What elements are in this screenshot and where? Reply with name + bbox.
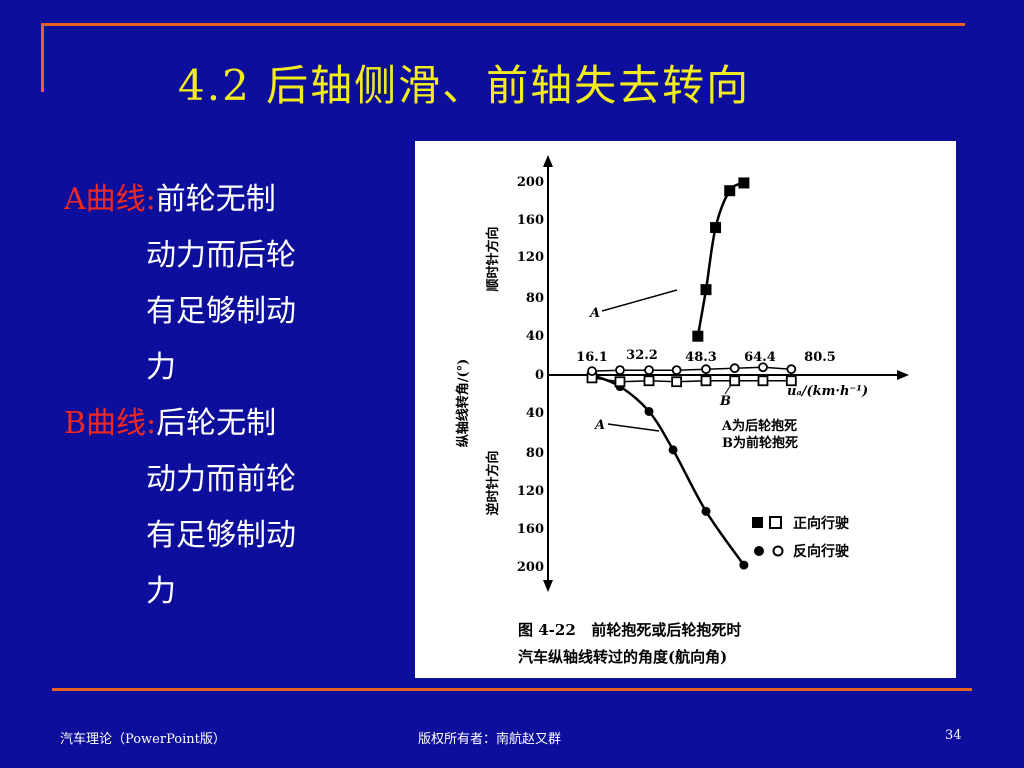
- bullet-b: B曲线:后轮无制 动力而前轮 有足够制动 力: [64, 396, 364, 620]
- y-axis-label: 纵轴线转角/(°): [455, 359, 471, 448]
- y-tick-40-up: 40: [526, 329, 544, 344]
- footer-copyright: 版权所有者：南航赵又群: [418, 732, 562, 747]
- x-tick-80-5: 80.5: [804, 350, 836, 365]
- curve-label-a-upper: A: [588, 306, 600, 321]
- bullet-a-text: 前轮无制: [155, 182, 276, 217]
- decorative-top-line: [41, 23, 965, 26]
- x-tick-16-1: 16.1: [576, 350, 608, 365]
- legend-forward-open-square: [769, 516, 782, 529]
- y-tick-200-down: 200: [517, 560, 544, 575]
- curve-label-b: B: [719, 394, 731, 409]
- y-axis-arrow-up: [543, 155, 553, 167]
- y-tick-80-up: 80: [526, 291, 544, 306]
- bullet-a-cont-1: 动力而后轮: [146, 238, 296, 273]
- data-point-0-3: [724, 185, 736, 197]
- legend-reverse-text: 反向行驶: [793, 543, 849, 560]
- data-point-3-1: [615, 365, 625, 376]
- data-point-2-2: [643, 375, 655, 387]
- x-axis-label: uₐ/(km·h⁻¹): [787, 384, 868, 399]
- curve-label-a-lower: A: [593, 418, 605, 433]
- data-point-2-4: [700, 375, 712, 387]
- data-point-2-1: [614, 376, 626, 388]
- bullet-b-cont-3: 力: [146, 574, 176, 609]
- footer-course-title: 汽车理论（PowerPoint版）: [60, 732, 226, 747]
- data-point-2-5: [729, 375, 741, 387]
- series-line-0: [696, 181, 745, 337]
- caption-line-1: 图 4-22 前轮抱死或后轮抱死时: [518, 621, 741, 639]
- bullet-a-label: A曲线:: [64, 182, 156, 217]
- data-point-1-5: [739, 560, 749, 570]
- y-tick-80-down: 80: [526, 446, 544, 461]
- footer-page-number: 34: [945, 728, 962, 743]
- y-tick-160-up: 160: [517, 213, 544, 228]
- curve-label-a-lower-leader: [607, 423, 660, 432]
- y-tick-zero: 0: [535, 368, 544, 383]
- y-tick-200-up: 200: [517, 175, 544, 190]
- data-point-2-3: [671, 376, 683, 388]
- data-point-1-4: [701, 506, 711, 516]
- bullet-b-text: 后轮无制: [156, 406, 277, 441]
- data-point-3-0: [587, 366, 597, 377]
- legend-reverse-open-circle: [772, 545, 784, 557]
- data-point-3-2: [644, 365, 654, 376]
- data-point-2-7: [785, 375, 797, 387]
- y-tick-120-down: 120: [517, 484, 544, 499]
- data-point-0-1: [700, 284, 712, 296]
- decorative-bottom-line: [52, 688, 972, 691]
- legend-forward-text: 正向行驶: [793, 515, 849, 532]
- lower-direction-label: 逆时针方向: [485, 450, 501, 515]
- curve-label-a-upper-leader: [601, 289, 678, 312]
- legend-reverse-filled-circle: [754, 546, 764, 556]
- data-point-3-7: [786, 364, 797, 375]
- decorative-vertical-line: [41, 26, 44, 92]
- bullet-a-cont-2: 有足够制动: [146, 294, 296, 329]
- data-point-1-2: [644, 406, 654, 416]
- bullet-list: A曲线:前轮无制 动力而后轮 有足够制动 力 B曲线:后轮无制 动力而前轮 有足…: [64, 172, 364, 620]
- bullet-b-label: B曲线:: [64, 406, 157, 441]
- y-tick-40-down: 40: [526, 406, 544, 421]
- figure-image: 纵轴线转角/(°) 顺时针方向 逆时针方向 200 160 120 80 40 …: [415, 141, 956, 678]
- data-point-0-4: [738, 177, 750, 189]
- chart-svg: 纵轴线转角/(°) 顺时针方向 逆时针方向 200 160 120 80 40 …: [455, 155, 909, 666]
- data-point-0-0: [692, 330, 704, 342]
- bullet-b-cont-1: 动力而前轮: [146, 462, 296, 497]
- legend-forward-filled-square: [752, 517, 763, 528]
- legend-b-text: B为前轮抱死: [722, 435, 798, 451]
- data-point-3-3: [671, 365, 682, 376]
- y-axis-arrow-down: [543, 580, 553, 592]
- caption-line-2: 汽车纵轴线转过的角度(航向角): [518, 648, 727, 666]
- data-point-3-4: [701, 364, 711, 375]
- bullet-a-cont-3: 力: [146, 350, 176, 385]
- upper-direction-label: 顺时针方向: [485, 226, 501, 291]
- y-tick-160-down: 160: [517, 522, 544, 537]
- slide-title: 4.2 后轴侧滑、前轴失去转向: [178, 61, 751, 110]
- x-tick-48-3: 48.3: [685, 350, 717, 365]
- bullet-a: A曲线:前轮无制 动力而后轮 有足够制动 力: [64, 172, 364, 396]
- data-point-0-2: [710, 222, 722, 234]
- chart-marks: [586, 177, 797, 570]
- data-point-3-5: [729, 363, 740, 374]
- x-tick-32-2: 32.2: [626, 348, 658, 363]
- x-tick-64-4: 64.4: [744, 350, 776, 365]
- data-point-1-3: [668, 445, 678, 455]
- x-axis-arrow: [897, 370, 909, 380]
- data-point-3-6: [758, 362, 768, 373]
- legend-a-text: A为后轮抱死: [721, 418, 797, 434]
- y-tick-120-up: 120: [517, 250, 544, 265]
- data-point-2-6: [757, 375, 769, 387]
- bullet-b-cont-2: 有足够制动: [146, 518, 296, 553]
